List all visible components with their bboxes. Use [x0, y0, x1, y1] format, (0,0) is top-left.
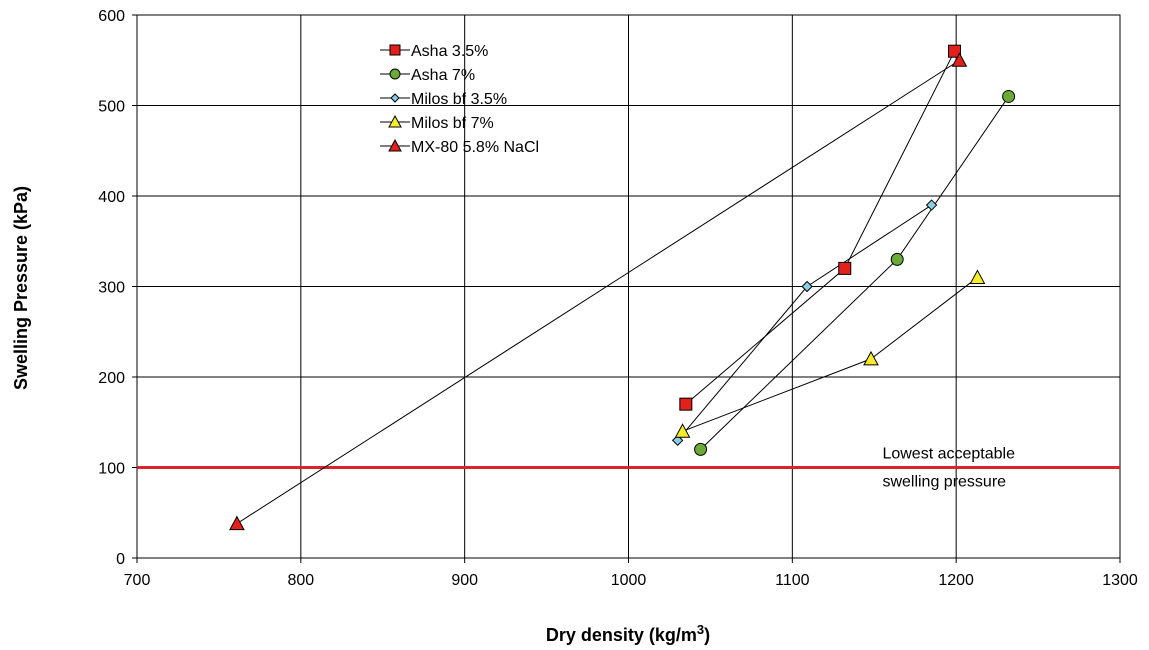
x-axis-title-sup: 3 [697, 622, 704, 637]
y-tick-label: 100 [98, 461, 125, 478]
tick-labels: 0 100 200 300 400 500 600 700 800 900 1000 1100 1200… [98, 8, 1138, 589]
x-axis-title: Dry density (kg/m3) [546, 622, 710, 645]
legend-label: Asha 7% [411, 67, 475, 84]
data-point-series-4 [969, 269, 986, 284]
data-point-series-2 [890, 252, 904, 266]
legend-label: MX-80 5.8% NaCl [411, 139, 539, 156]
x-tick-label: 1200 [938, 572, 974, 589]
series-line-5 [236, 59, 960, 525]
y-tick-label: 400 [98, 189, 125, 206]
x-tick-label: 1300 [1102, 572, 1138, 589]
x-axis-title-main: Dry density (kg/m [546, 625, 697, 645]
series-line-1 [685, 50, 955, 405]
x-tick-label: 900 [451, 572, 478, 589]
legend-marker [388, 114, 402, 128]
data-point-series-3 [671, 434, 684, 447]
data-point-series-4 [674, 423, 691, 438]
plot-frame [136, 14, 1121, 559]
legend-marker [390, 93, 400, 103]
x-tick-label: 1100 [775, 572, 810, 589]
y-tick-label: 200 [98, 370, 125, 387]
y-axis-title: Swelling Pressure (kPa) [11, 186, 31, 390]
legend-label: Milos bf 3.5% [411, 91, 507, 108]
legend-label: Asha 3.5% [411, 43, 488, 60]
data-point-series-1 [948, 44, 962, 58]
y-tick-label: 500 [98, 99, 125, 116]
y-tick-label: 600 [98, 8, 125, 25]
data-point-series-5 [229, 515, 245, 531]
data-point-series-3 [801, 280, 813, 293]
x-tick-label: 1000 [611, 572, 647, 589]
data-point-series-2 [694, 442, 708, 456]
data-point-series-3 [925, 199, 938, 211]
data-point-series-1 [679, 397, 693, 411]
legend-marker [388, 138, 402, 152]
series-line-2 [700, 96, 1010, 450]
series-line-4 [682, 277, 978, 432]
x-tick-label: 800 [287, 572, 314, 589]
data-point-series-5 [951, 52, 968, 67]
data-point-series-4 [863, 350, 879, 366]
x-axis-title-end: ) [704, 625, 710, 645]
series-line-3 [677, 204, 932, 441]
data-point-series-2 [1002, 89, 1016, 103]
y-tick-label: 0 [116, 551, 125, 568]
data-point-series-1 [838, 261, 852, 275]
reference-line-group: Lowest acceptable swelling pressure [137, 446, 1120, 491]
legend-label: Milos bf 7% [411, 115, 494, 132]
reference-label-line1: Lowest acceptable [882, 446, 1015, 463]
legend-marker [389, 44, 401, 56]
x-tick-label: 700 [124, 572, 151, 589]
legend-marker [389, 68, 401, 80]
series-markers [229, 44, 1016, 531]
y-tick-label: 300 [98, 280, 125, 297]
legend: Asha 3.5% Asha 7% Milos bf 3.5% Milos bf 7%… [380, 43, 539, 156]
reference-label-line2: swelling pressure [882, 474, 1006, 491]
